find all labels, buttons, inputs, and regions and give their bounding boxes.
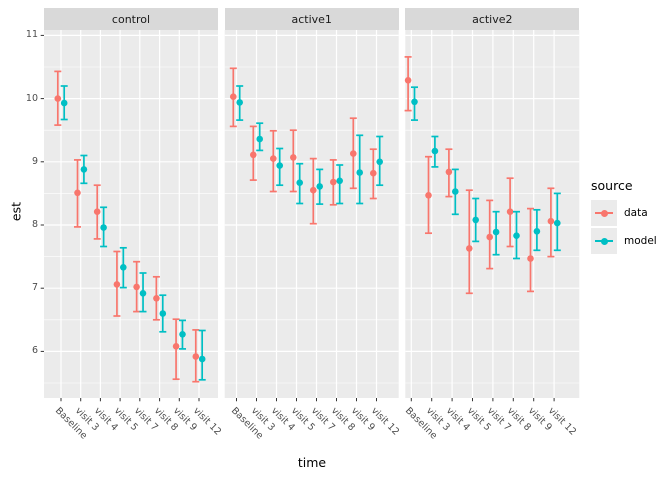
pointrange-active2-model-1 (431, 135, 439, 168)
y-tick-label: 9 (31, 155, 38, 167)
pointrange-active1-data-5 (329, 159, 337, 206)
y-tick-label: 10 (25, 92, 38, 104)
pointrange-active1-data-0 (229, 67, 237, 128)
pointrange-active1-model-0 (236, 85, 244, 121)
facet-strip-active1: active1 (224, 8, 399, 30)
legend-label: data (624, 207, 648, 219)
pointrange-active2-data-3 (465, 189, 473, 295)
pointrange-control-model-5 (159, 294, 167, 333)
pointrange-control-data-6 (172, 318, 180, 381)
pointrange-active2-model-4 (492, 210, 500, 256)
pointrange-control-model-4 (139, 272, 147, 313)
legend-title: source (591, 178, 633, 193)
pointrange-control-model-1 (80, 154, 88, 185)
pointrange-active1-model-2 (276, 147, 284, 187)
pointrange-active1-data-1 (249, 125, 257, 181)
pointrange-control-data-7 (192, 329, 200, 383)
pointrange-active1-model-5 (336, 164, 344, 205)
pointrange-active1-data-2 (269, 129, 277, 193)
pointrange-active2-data-2 (445, 148, 453, 198)
pointrange-control-data-1 (74, 159, 81, 228)
pointrange-control-model-0 (60, 85, 68, 121)
legend-key-box (591, 228, 617, 254)
pointrange-active1-data-4 (309, 157, 317, 225)
pointrange-control-data-2 (93, 184, 101, 240)
pointrange-active2-data-6 (527, 207, 534, 293)
pointrange-active1-data-6 (349, 117, 357, 190)
y-tick-label: 8 (31, 219, 38, 230)
pointrange-active2-model-5 (513, 210, 520, 260)
pointrange-control-data-5 (152, 275, 160, 321)
panel-active1 (224, 30, 399, 398)
pointrange-control-model-6 (179, 319, 186, 350)
pointrange-active1-data-3 (289, 129, 297, 193)
pointrange-control-data-4 (133, 260, 141, 313)
pointrange-control-data-3 (113, 250, 121, 317)
facet-strip-active2: active2 (405, 8, 580, 30)
facet-strip-label: active2 (472, 12, 513, 26)
facet-strip-label: active1 (291, 12, 332, 26)
y-tick-label: 6 (31, 345, 38, 357)
point-icon (600, 209, 608, 217)
facet-strip-control: control (44, 8, 218, 30)
y-tick-label: 7 (31, 282, 38, 294)
pointrange-active2-model-6 (533, 208, 541, 252)
pointrange-control-data-0 (54, 70, 62, 126)
point-icon (600, 237, 608, 245)
pointrange-active2-data-7 (547, 187, 555, 258)
facet-strip-label: control (111, 12, 151, 26)
pointrange-active2-data-0 (404, 56, 412, 112)
pointrange-active2-model-3 (472, 197, 480, 243)
pointrange-active1-model-3 (296, 162, 304, 205)
pointrange-active2-data-1 (425, 155, 432, 235)
pointrange-control-model-2 (100, 206, 108, 248)
pointrange-active1-model-6 (356, 134, 364, 205)
pointrange-active1-data-7 (369, 148, 377, 200)
pointrange-active2-data-4 (486, 199, 494, 270)
panel-control (44, 30, 218, 398)
pointrange-active1-model-4 (316, 168, 324, 205)
pointrange-active1-model-1 (256, 122, 264, 152)
pointrange-active1-model-7 (376, 135, 384, 187)
pointrange-control-model-7 (198, 329, 206, 381)
y-axis-title: est (8, 201, 24, 222)
pointrange-control-model-3 (119, 246, 127, 289)
legend: source data model (591, 178, 671, 256)
pointrange-active2-model-0 (411, 86, 418, 121)
y-tick-label: 11 (25, 29, 38, 41)
pointrange-active2-data-5 (506, 177, 514, 248)
pointrange-active2-model-7 (553, 192, 561, 252)
legend-item-model: model (591, 228, 671, 254)
pointrange-active2-model-2 (451, 168, 459, 216)
legend-label: model (624, 235, 657, 247)
x-axis-title: time (297, 455, 327, 470)
legend-item-data: data (591, 200, 671, 226)
legend-key-box (591, 200, 617, 226)
